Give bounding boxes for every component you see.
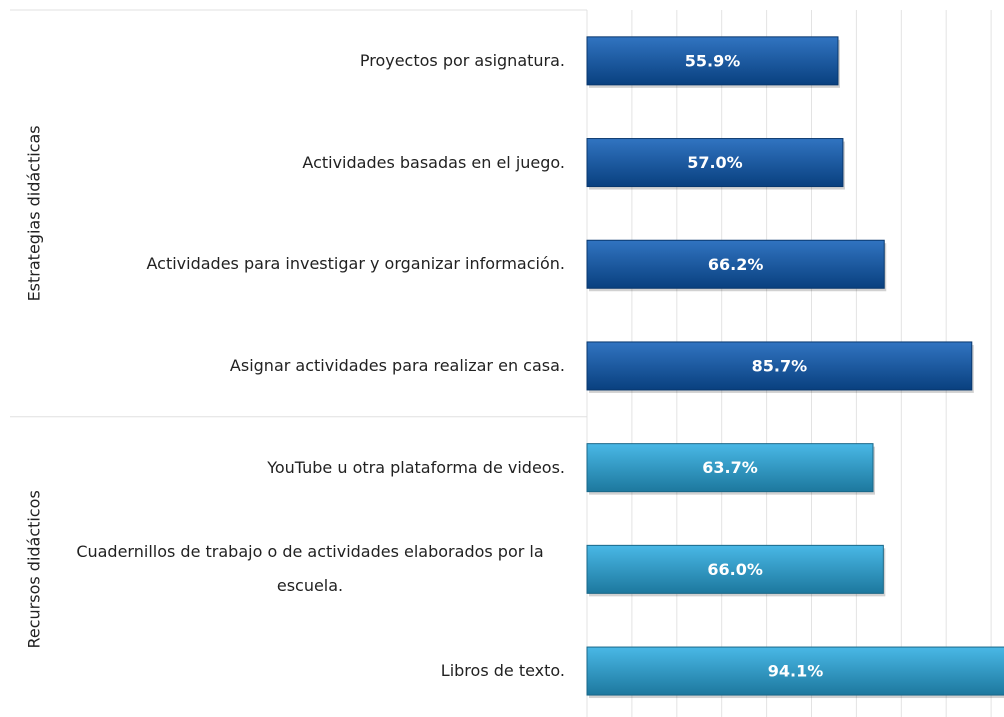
category-label: Libros de texto.: [440, 661, 565, 681]
bar: [586, 239, 885, 289]
category-label: Actividades para investigar y organizar …: [146, 254, 566, 274]
bar: [586, 544, 884, 594]
bar: [586, 443, 874, 493]
value-label: 94.1%: [768, 662, 824, 681]
value-label: 55.9%: [685, 51, 741, 70]
bar: [586, 646, 1004, 696]
category-label: Actividades basadas en el juego.: [302, 152, 565, 172]
category-label: Proyectos por asignatura.: [359, 50, 565, 70]
bar: [586, 341, 973, 391]
category-label: Cuadernillos de trabajo o de actividades…: [76, 542, 544, 596]
value-label: 66.0%: [707, 560, 763, 579]
category-label: YouTube u otra plataforma de videos.: [267, 457, 565, 477]
category-label: Asignar actividades para realizar en cas…: [229, 355, 565, 375]
value-label: 85.7%: [752, 356, 808, 375]
bar: [586, 138, 844, 188]
value-label: 63.7%: [702, 458, 758, 477]
value-label: 57.0%: [687, 153, 743, 172]
value-label: 66.2%: [708, 255, 764, 274]
group-label: Recursos didácticos: [25, 490, 44, 648]
group-label: Estrategias didácticas: [25, 125, 44, 301]
bar: [586, 36, 839, 86]
